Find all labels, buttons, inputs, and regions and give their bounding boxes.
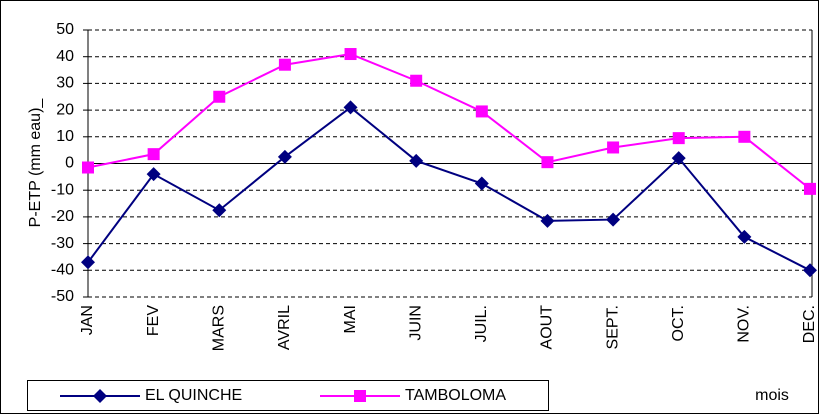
x-tick-label: JUIL. <box>473 305 490 342</box>
x-tick-label: SEPT. <box>604 305 621 349</box>
series-line <box>87 52 811 190</box>
x-axis-label: mois <box>755 387 789 404</box>
data-point <box>540 213 555 228</box>
data-point <box>278 58 291 71</box>
y-tick-label: -10 <box>51 181 74 198</box>
y-tick-label: 0 <box>65 155 74 172</box>
data-point <box>672 132 685 145</box>
x-tick-label: JAN <box>79 305 96 335</box>
data-point <box>474 176 489 191</box>
y-tick-label: 30 <box>56 75 74 92</box>
legend-label: EL QUINCHE <box>145 387 242 404</box>
x-tick-label: AOUT <box>539 305 556 350</box>
data-point <box>475 105 488 118</box>
y-tick-label: 40 <box>56 48 74 65</box>
data-point <box>343 100 358 115</box>
marker <box>93 389 107 403</box>
y-tick-label: 10 <box>56 128 74 145</box>
data-point <box>607 141 620 154</box>
legend-label: TAMBOLOMA <box>405 387 506 404</box>
x-tick-label: MAI <box>342 305 359 333</box>
data-point <box>344 48 357 61</box>
y-tick-label: -30 <box>51 235 74 252</box>
x-tick-label: AVRIL <box>276 305 293 350</box>
marker <box>354 390 366 402</box>
data-point <box>213 90 226 103</box>
data-point <box>410 74 423 87</box>
data-point <box>738 130 751 143</box>
y-tick-label: 20 <box>56 101 74 118</box>
data-point <box>606 212 621 227</box>
data-point <box>804 182 816 195</box>
data-point <box>277 149 292 164</box>
y-axis-label: P-ETP (mm eau)_ <box>27 98 44 228</box>
data-point <box>81 255 95 270</box>
y-tick-label: -20 <box>51 208 74 225</box>
data-point <box>212 203 227 218</box>
data-point <box>737 229 752 244</box>
x-tick-label: NOV. <box>736 305 753 343</box>
x-tick-label: FEV <box>145 305 162 336</box>
data-point <box>82 161 94 174</box>
data-point <box>146 167 161 182</box>
x-tick-label: MARS <box>210 305 227 351</box>
legend-box <box>27 380 549 411</box>
y-tick-label: -40 <box>51 262 74 279</box>
y-tick-label: -50 <box>51 288 74 305</box>
x-tick-label: OCT. <box>670 305 687 341</box>
y-tick-label: 50 <box>56 21 74 38</box>
data-point <box>409 153 424 168</box>
series-line <box>87 106 811 272</box>
x-tick-label: JUIN <box>407 305 424 341</box>
data-point <box>803 263 817 278</box>
data-point <box>147 148 160 161</box>
data-point <box>541 156 554 169</box>
data-point <box>671 151 686 166</box>
x-tick-label: DEC. <box>801 305 818 343</box>
